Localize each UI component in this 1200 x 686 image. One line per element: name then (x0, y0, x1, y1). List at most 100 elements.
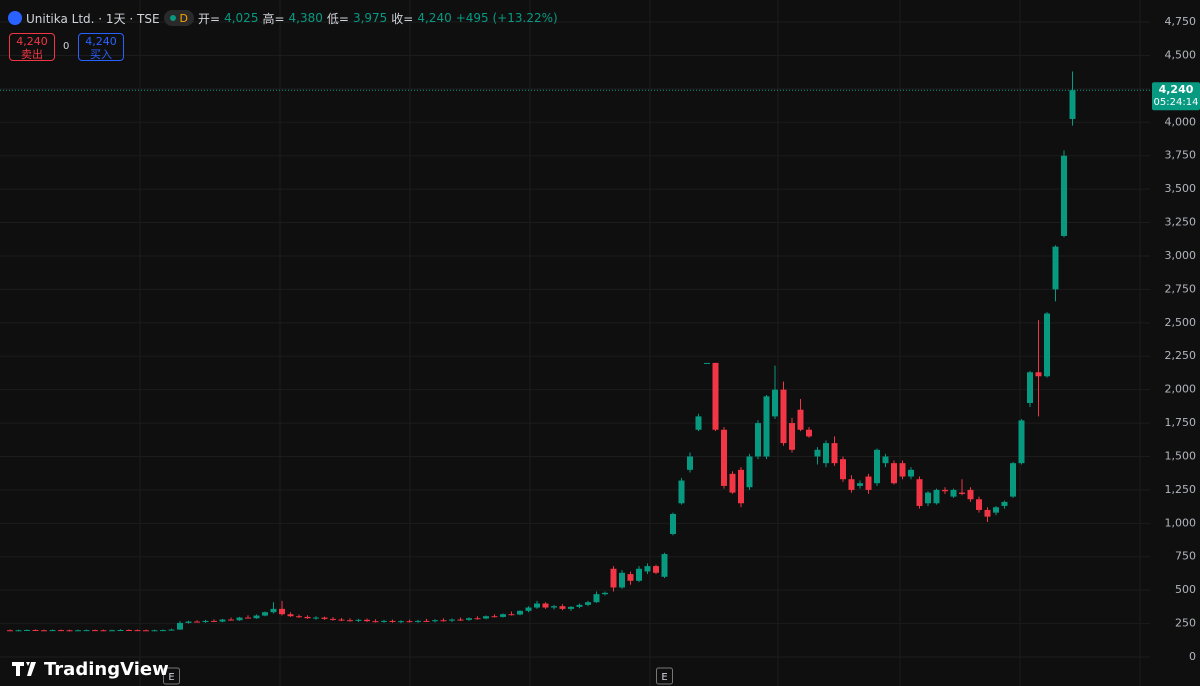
candle-body (636, 568, 642, 581)
candle-body (704, 362, 710, 364)
candle-body (695, 416, 702, 430)
candle-body (1052, 246, 1059, 290)
candle-body (653, 566, 659, 573)
high-label: 高= (262, 11, 285, 26)
candle-body (321, 617, 328, 619)
candle-body (406, 621, 413, 623)
y-tick-label: 750 (1175, 550, 1196, 563)
buy-button[interactable]: 4,240 买入 (78, 33, 124, 61)
event-label: E (661, 672, 667, 683)
watermark: TradingView (12, 659, 169, 680)
candle-body (712, 362, 719, 430)
event-marker (163, 667, 180, 685)
y-tick-label: 4,000 (1165, 115, 1197, 128)
candle-body (1010, 463, 1016, 497)
sell-price: 4,240 (16, 35, 48, 48)
candle-body (92, 630, 98, 632)
candle-body (7, 630, 13, 632)
market-status: D (163, 10, 195, 26)
buy-label: 买入 (90, 48, 112, 61)
candle-body (644, 566, 651, 572)
candle-body (228, 619, 234, 621)
candle-body (134, 630, 141, 632)
candle-body (559, 606, 566, 609)
candle-body (330, 618, 336, 620)
candle-body (619, 572, 625, 588)
change-value: +495 (+13.22%) (455, 11, 558, 25)
candle-body (687, 456, 693, 470)
candle-body (83, 630, 90, 632)
y-tick-label: 2,250 (1165, 349, 1197, 362)
candle-body (245, 617, 251, 619)
candle-body (661, 554, 668, 577)
candle-body (126, 629, 132, 631)
candle-body (525, 607, 532, 611)
candle-body (262, 612, 268, 616)
candle-body (389, 620, 396, 622)
y-tick-label: 2,750 (1165, 282, 1197, 295)
candle-body (313, 617, 319, 619)
y-tick-label: 0 (1189, 650, 1196, 663)
candle-body (287, 614, 294, 617)
open-value: 4,025 (224, 11, 259, 25)
candle-body (66, 630, 73, 632)
y-tick-label: 4,750 (1165, 15, 1197, 28)
candle-body (729, 473, 736, 493)
candle-body (49, 630, 56, 632)
candle-body (508, 614, 515, 616)
candle-body (610, 568, 617, 588)
candle-body (364, 619, 370, 622)
open-label: 开= (198, 11, 221, 26)
candle-body (551, 606, 557, 608)
candle-body (347, 620, 353, 622)
y-tick-label: 3,000 (1165, 249, 1197, 262)
candle-body (211, 620, 217, 622)
candle-body (160, 630, 166, 632)
sell-button[interactable]: 4,240 卖出 (9, 33, 55, 61)
candle-body (270, 608, 277, 613)
candle-body (253, 615, 260, 619)
candle-body (950, 489, 957, 497)
candle-body (109, 630, 115, 632)
y-tick-label: 3,250 (1165, 216, 1197, 229)
price-badge (1152, 82, 1200, 111)
candle-body (738, 469, 744, 504)
candle-body (925, 492, 931, 504)
spread: 0 (63, 41, 70, 52)
event-marker (656, 667, 673, 685)
candle-body (1027, 372, 1033, 404)
candle-body (185, 621, 192, 623)
interval-badge: D (179, 11, 189, 25)
symbol-name[interactable]: Unitika Ltd. · 1天 · TSE (26, 11, 160, 26)
y-tick-label: 1,000 (1165, 516, 1197, 529)
candle-body (585, 602, 591, 605)
candle-body (500, 614, 506, 617)
candle-body (474, 618, 481, 620)
candle-body (899, 463, 906, 477)
candle-body (993, 507, 999, 513)
candle-body (15, 630, 22, 632)
watermark-text: TradingView (44, 659, 169, 680)
candle-body (117, 629, 124, 631)
close-value: 4,240 (417, 11, 452, 25)
candle-body (457, 619, 464, 621)
candle-body (168, 629, 175, 631)
candle-body (355, 619, 362, 621)
candle-body (1001, 501, 1008, 506)
candle-body (840, 459, 846, 480)
candle-body (678, 480, 685, 504)
symbol-header: Unitika Ltd. · 1天 · TSE D 开= 4,025 高= 4,38… (8, 8, 558, 28)
candle-body (32, 629, 39, 631)
candle-body (423, 620, 430, 622)
candle-body (806, 429, 812, 437)
candle-body (568, 606, 574, 609)
candle-body (143, 630, 149, 632)
candle-body (449, 619, 455, 621)
candle-body (670, 513, 676, 535)
candle-body (823, 443, 829, 464)
candle-body (831, 443, 838, 464)
candle-body (491, 616, 498, 618)
candle-body (746, 456, 753, 488)
